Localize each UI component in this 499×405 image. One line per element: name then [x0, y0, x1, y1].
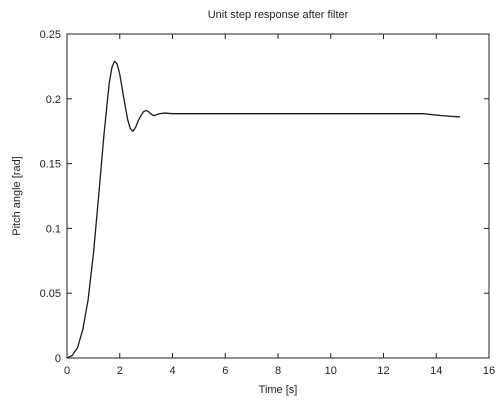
axis-ticks: 0 2 4 6 8 10 12 14 16 0 0.05 0.1 0.15 0.2 0.25: [40, 29, 496, 377]
x-tick-label: 0: [64, 365, 70, 377]
x-tick-label: 2: [117, 365, 123, 377]
plot-area: [66, 33, 490, 359]
x-tick-label: 4: [169, 365, 175, 377]
x-tick-label: 8: [275, 365, 281, 377]
y-tick-label: 0.2: [46, 94, 61, 106]
y-tick-label: 0.25: [40, 29, 61, 41]
x-tick-label: 10: [325, 365, 337, 377]
y-tick-label: 0.15: [40, 159, 61, 171]
chart-title: Unit step response after filter: [208, 9, 349, 21]
y-tick-label: 0: [55, 353, 61, 365]
x-tick-label: 12: [377, 365, 389, 377]
x-tick-label: 16: [483, 365, 495, 377]
y-tick-label: 0.05: [40, 288, 61, 300]
x-tick-label: 14: [430, 365, 442, 377]
x-axis-label: Time [s]: [259, 384, 298, 396]
step-response-line: [66, 60, 461, 359]
y-tick-label: 0.1: [46, 223, 61, 235]
y-axis-label: Pitch angle [rad]: [11, 156, 23, 236]
x-tick-label: 6: [222, 365, 228, 377]
